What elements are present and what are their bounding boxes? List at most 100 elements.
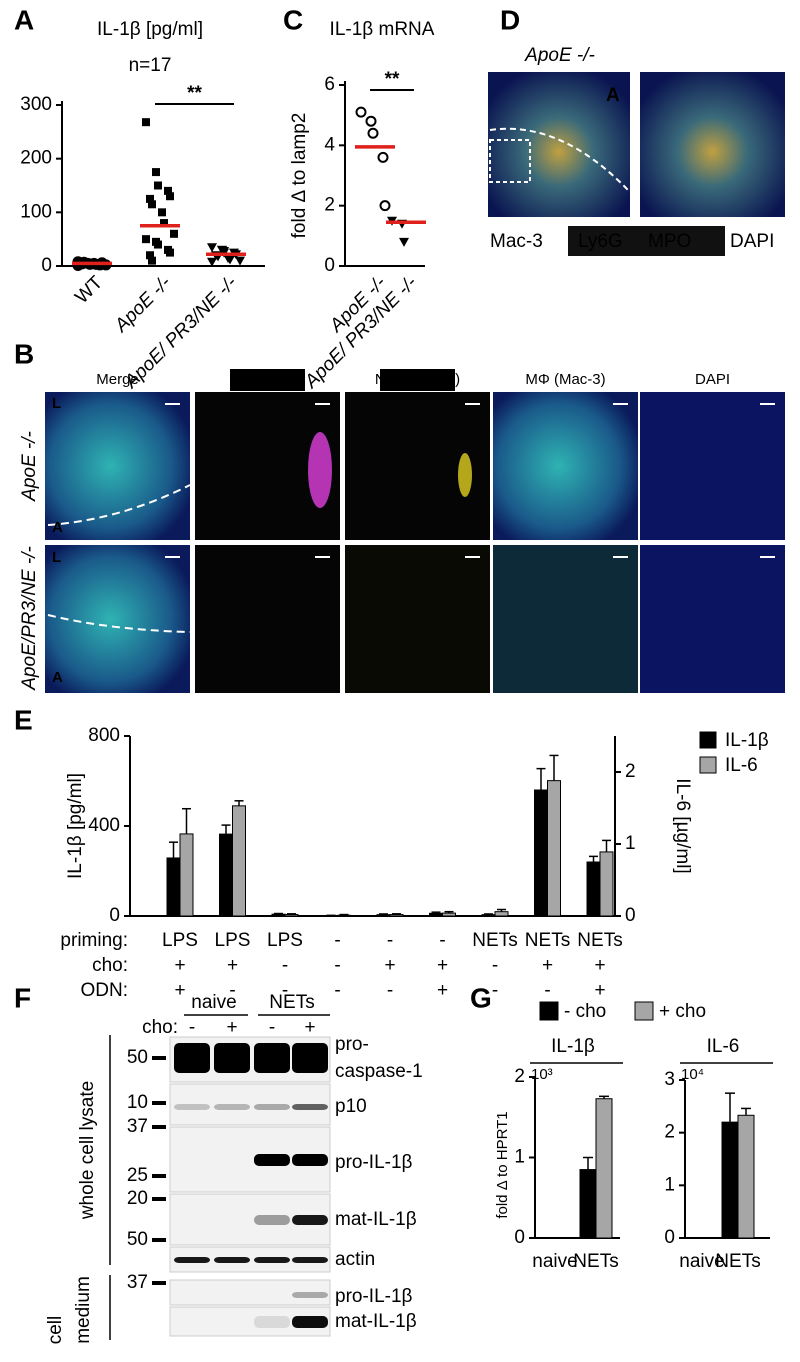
side-label: cell: [45, 1316, 66, 1345]
marker-label: 50: [127, 1047, 148, 1068]
micrograph: [493, 392, 638, 540]
legend-swatch: [699, 731, 717, 749]
boundary: [489, 127, 629, 191]
point: [170, 229, 178, 238]
bar: [219, 833, 233, 917]
condition: LPS: [267, 930, 303, 951]
point: [154, 181, 162, 190]
column-label: Merge: [96, 371, 139, 388]
point: [154, 240, 162, 249]
blot-band: [214, 1257, 250, 1263]
blot-band: [254, 1316, 290, 1328]
legend-label: IL-1β: [725, 730, 769, 751]
blot-strip: [169, 1279, 331, 1306]
lumen-label: L: [52, 395, 61, 412]
panel-letter: G: [470, 982, 492, 1013]
band-label: pro-: [335, 1034, 369, 1055]
blot-band: [254, 1154, 290, 1166]
cho-label: cho:: [142, 1017, 178, 1038]
stain-label: Mac-3: [490, 231, 543, 252]
bar: [721, 1121, 739, 1239]
condition: NETs: [577, 930, 622, 951]
blot-band: [174, 1043, 210, 1073]
chart-title: IL-1β [pg/ml]: [97, 19, 203, 40]
lumen-label: L: [52, 549, 61, 566]
y-tick-label: 300: [20, 94, 52, 115]
panel-title: ApoE -/-: [524, 45, 595, 66]
legend-swatch: [634, 1001, 654, 1021]
y-tick-label: 2: [324, 195, 335, 216]
point: [146, 251, 154, 260]
stain-label: MPO: [648, 231, 691, 252]
adventitia-label: A: [52, 669, 63, 686]
y-tick-label: 400: [88, 815, 120, 836]
bar: [599, 851, 614, 917]
point: [235, 256, 245, 266]
y-tick-label: 3: [664, 1069, 675, 1090]
y-tick-label: 1: [664, 1174, 675, 1195]
side-label: whole cell lysate: [77, 1081, 98, 1220]
row-label: ApoE/PR3/NE -/-: [19, 546, 40, 691]
column-label: NETs (Ly6G): [375, 371, 460, 388]
y-tick-label: 2: [514, 1066, 525, 1087]
point: [377, 151, 389, 163]
blot-band: [292, 1215, 328, 1225]
condition: -: [387, 930, 393, 951]
point: [367, 127, 379, 139]
point: [207, 243, 217, 253]
point: [142, 118, 150, 127]
significance: **: [385, 69, 400, 90]
column-label: DAPI: [695, 371, 730, 388]
stain-signal: [458, 453, 472, 497]
condition: -: [387, 980, 393, 1001]
point: [399, 237, 409, 247]
point: [164, 186, 172, 195]
condition: +: [174, 980, 185, 1001]
y2-axis-label: IL-6 [µg/ml]: [672, 778, 693, 873]
legend-label: + cho: [659, 1001, 706, 1022]
point: [166, 248, 174, 257]
panel-letter: A: [14, 4, 34, 35]
stain-label: DAPI: [730, 231, 774, 252]
y-tick-label: 0: [514, 1227, 525, 1248]
condition: -: [544, 980, 550, 1001]
condition: +: [384, 955, 395, 976]
stain-box: [568, 226, 725, 256]
y-tick-label: 0: [109, 905, 120, 926]
condition: NETs: [525, 930, 570, 951]
condition: LPS: [215, 930, 251, 951]
condition: NETs: [472, 930, 517, 951]
blot-band: [292, 1154, 328, 1166]
y-axis-label: fold Δ to HPRT1: [494, 1111, 511, 1218]
y-axis-label: fold Δ to lamp2: [289, 113, 310, 239]
bar: [737, 1114, 755, 1239]
blot-band: [292, 1257, 328, 1263]
blot-strip: [169, 1083, 331, 1126]
condition: -: [282, 955, 288, 976]
micrograph: [45, 545, 190, 693]
y2-tick-label: 0: [625, 905, 636, 926]
bar: [179, 833, 194, 917]
point: [379, 200, 391, 212]
condition: +: [174, 955, 185, 976]
chart-title: IL-1β mRNA: [330, 19, 435, 40]
point: [166, 192, 174, 201]
bar: [547, 780, 561, 917]
point: [207, 257, 217, 267]
inset-box: [489, 139, 531, 183]
micrograph: [493, 545, 638, 693]
condition: LPS: [162, 930, 198, 951]
point: [142, 235, 150, 244]
column-label: IL-1β: [250, 371, 285, 388]
y-tick-label: 200: [20, 148, 52, 169]
blot-strip: [169, 1306, 331, 1337]
y2-tick-label: 1: [625, 833, 636, 854]
marker-label: 37: [127, 1116, 148, 1137]
x-tick-label: ApoE -/-: [110, 272, 175, 337]
blot-band: [214, 1104, 250, 1110]
adventitia-label: A: [52, 519, 63, 536]
y-tick-label: 0: [41, 255, 52, 276]
point: [146, 194, 154, 203]
x-tick-label: naive: [679, 1251, 724, 1272]
